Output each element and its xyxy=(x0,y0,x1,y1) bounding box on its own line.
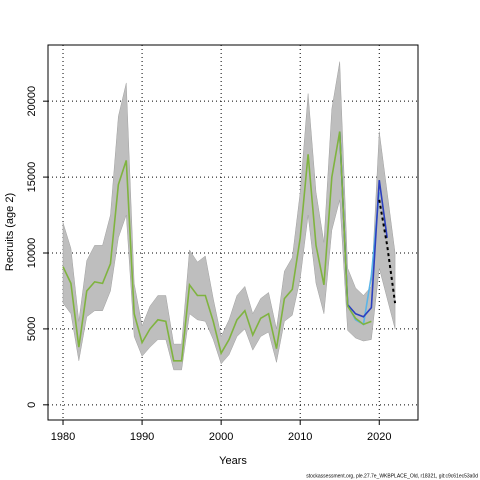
plot-frame xyxy=(47,44,419,421)
footer: stockassessment.org, ple.27.7e_WKBPLACE_… xyxy=(306,473,478,479)
y-tick-label: 5000 xyxy=(26,317,38,341)
x-tick-label: 1980 xyxy=(51,431,75,443)
x-axis-label: Years xyxy=(219,455,247,467)
y-tick-label: 0 xyxy=(26,402,38,408)
x-tick-label: 2020 xyxy=(367,431,391,443)
confidence-band xyxy=(62,61,396,371)
x-tick-label: 2010 xyxy=(288,431,312,443)
y-axis-label: Recruits (age 2) xyxy=(4,193,16,271)
y-tick-label: 20000 xyxy=(26,86,38,117)
x-tick-label: 1990 xyxy=(130,431,154,443)
series-line xyxy=(378,199,397,304)
y-tick-label: 10000 xyxy=(26,238,38,269)
series-line xyxy=(62,131,372,362)
y-tick-label: 15000 xyxy=(26,162,38,193)
x-tick-label: 2000 xyxy=(209,431,233,443)
